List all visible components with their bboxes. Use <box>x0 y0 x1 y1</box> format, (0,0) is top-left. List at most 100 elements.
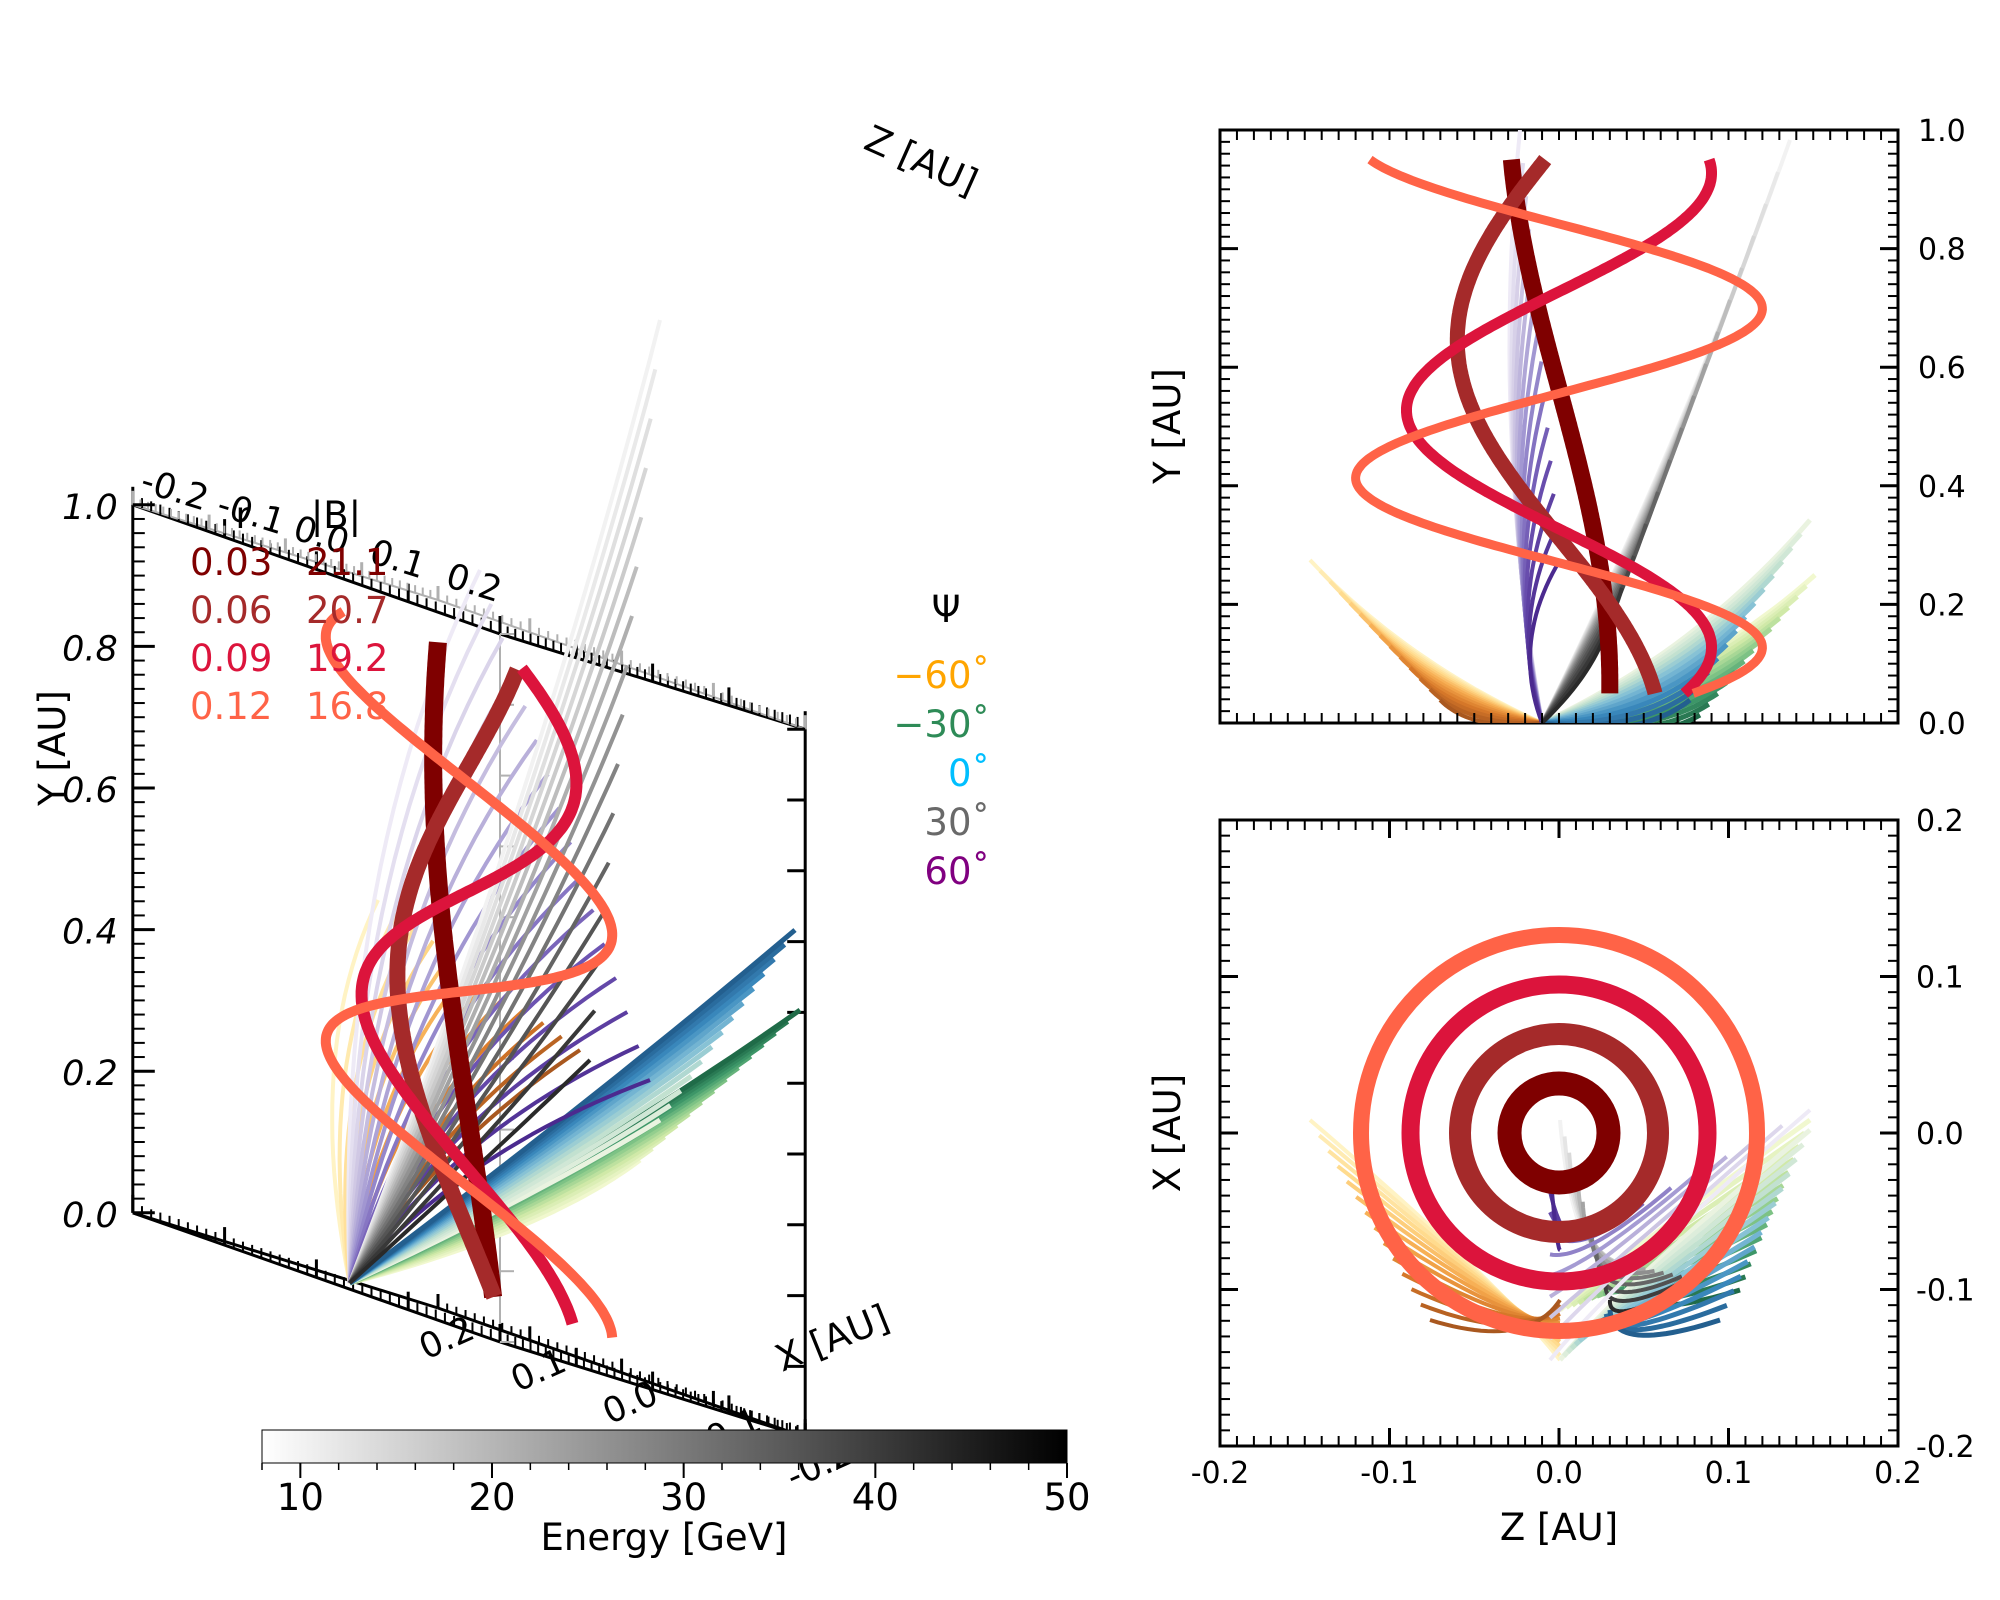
trajectory-zy <box>1542 691 1720 723</box>
helix-ring-zx <box>1449 1023 1669 1243</box>
zx-x-tick-label: 0.1 <box>1705 1456 1753 1491</box>
trajectory-3d <box>347 516 644 1284</box>
colorbar-tick-label: 30 <box>660 1476 707 1519</box>
legend-b-header: |B| <box>311 494 361 537</box>
y-tick-label: 0.6 <box>62 771 118 811</box>
legend-r-3: 0.12 <box>190 685 272 728</box>
zy-axes-frame <box>1218 128 1900 725</box>
zx-y-tick-label: -0.1 <box>1916 1274 1975 1309</box>
radius-field-legend: r |B| 0.03 21.1 0.06 20.7 0.09 19.2 0.12… <box>190 494 388 728</box>
zy-y-tick-label: 0.4 <box>1918 470 1966 505</box>
zx-y-tick-label: 0.1 <box>1916 961 1964 996</box>
x-axis-label: X [AU] <box>769 1296 895 1380</box>
y-tick-label: 0.8 <box>62 629 118 669</box>
zx-y-tick-label: -0.2 <box>1916 1430 1975 1465</box>
trajectory-zy <box>1528 559 1562 723</box>
legend-b-1: 20.7 <box>306 589 388 632</box>
trajectory-3d <box>347 603 494 1284</box>
y-tick-label: 0.2 <box>62 1054 118 1094</box>
zx-y-tick-label: 0.2 <box>1916 804 1964 839</box>
y-tick-label: 0.0 <box>62 1196 118 1236</box>
trajectory-zx <box>1558 1119 1602 1262</box>
zx-x-tick-label: -0.1 <box>1360 1456 1419 1491</box>
y-tick-label: 1.0 <box>62 488 118 528</box>
trajectory-3d <box>348 928 797 1285</box>
trajectory-zx <box>1594 1250 1674 1287</box>
zx-x-tick-label: 0.0 <box>1535 1456 1583 1491</box>
trajectory-zx <box>1549 1170 1701 1278</box>
legend-r-1: 0.06 <box>190 589 272 632</box>
helix-line-3d <box>355 664 583 1327</box>
trajectory-zy <box>1542 684 1701 723</box>
trajectory-3d <box>347 418 653 1284</box>
psi-legend-item: 0˚ <box>948 752 990 795</box>
zx-projection-plot: -0.2 -0.1 0.0 0.1 0.2-0.2-0.10.00.10.2 Z [AU… <box>1146 804 1975 1549</box>
zy-y-tick-label: 0.8 <box>1918 233 1966 268</box>
y-tick-label: 0.4 <box>62 913 118 953</box>
trajectory-zx <box>1549 1186 1673 1257</box>
zx-y-axis-label: X [AU] <box>1146 1074 1189 1192</box>
trajectory-3d <box>347 615 634 1284</box>
zy-axis-ticks: 0.0 0.2 0.4 0.6 0.8 1.0 <box>1219 114 1966 742</box>
psi-legend-item: −30˚ <box>893 703 990 746</box>
colorbar-gradient <box>261 1429 1068 1464</box>
field-line-3d-plot: 0.00.20.40.60.81.0-0.2-0.10.00.10.2-0.2-… <box>31 117 990 1497</box>
helix-ring-zx <box>1497 1071 1621 1195</box>
zy-y-tick-label: 0.6 <box>1918 351 1966 386</box>
trajectory-3d <box>347 566 639 1284</box>
zy-y-tick-label: 1.0 <box>1918 114 1966 149</box>
psi-legend: Ψ −60˚ −30˚ 0˚ 30˚ 60˚ <box>893 588 990 893</box>
helical-field-lines-3d <box>320 607 618 1340</box>
trajectory-3d <box>347 738 539 1284</box>
colorbar-ticks: 10 20 30 40 50 <box>261 1463 1091 1519</box>
zx-axis-ticks: -0.2 -0.1 0.0 0.1 0.2-0.2-0.10.00.10.2 <box>1191 804 1975 1491</box>
psi-legend-item: 60˚ <box>924 850 990 893</box>
z-axis-label: Z [AU] <box>858 117 984 204</box>
zx-x-tick-label: 0.2 <box>1874 1456 1922 1491</box>
trajectory-zx <box>1603 1276 1692 1303</box>
trajectory-3d <box>348 1009 597 1285</box>
trajectory-3d <box>348 960 601 1285</box>
helix-ring-zx <box>1353 927 1765 1339</box>
helix-ring-zx <box>1401 975 1717 1291</box>
legend-b-0: 21.1 <box>306 541 388 584</box>
axis-edge <box>132 1211 439 1310</box>
psi-legend-item: 30˚ <box>924 801 990 844</box>
helix-line-3d <box>320 607 618 1340</box>
zx-x-axis-label: Z [AU] <box>1500 1506 1618 1549</box>
trajectory-3d <box>347 368 658 1284</box>
trajectory-3d <box>347 840 573 1284</box>
helix-line-zy <box>1351 155 1767 698</box>
trajectory-zy <box>1308 558 1543 723</box>
trajectory-zy <box>1318 569 1543 723</box>
zy-projection-plot: 0.0 0.2 0.4 0.6 0.8 1.0 Y [AU] <box>1146 114 1966 742</box>
trajectory-zy <box>1542 702 1711 723</box>
legend-b-3: 16.8 <box>306 685 388 728</box>
trajectory-3d <box>347 664 630 1284</box>
zx-helical-field-lines <box>1353 927 1765 1339</box>
trajectory-3d <box>347 772 550 1284</box>
zy-y-tick-label: 0.2 <box>1918 588 1966 623</box>
legend-r-2: 0.09 <box>190 637 272 680</box>
psi-legend-title: Ψ <box>931 588 960 631</box>
colorbar-tick-label: 40 <box>852 1476 899 1519</box>
y-axis-label: Y [AU] <box>31 690 74 807</box>
trajectory-3d <box>347 812 616 1285</box>
zx-y-tick-label: 0.0 <box>1916 1117 1964 1152</box>
axes-ticks-3d <box>131 486 807 1439</box>
zy-helical-field-lines <box>1351 153 1767 700</box>
trajectory-3d <box>347 763 620 1284</box>
trajectory-zy <box>1438 698 1542 723</box>
colorbar-tick-label: 20 <box>468 1476 515 1519</box>
legend-b-2: 19.2 <box>306 637 388 680</box>
colorbar-label: Energy [GeV] <box>541 1516 788 1559</box>
legend-r-0: 0.03 <box>190 541 272 584</box>
energy-colorbar: 10 20 30 40 50 Energy [GeV] <box>261 1429 1091 1559</box>
z-tick-label: 0.2 <box>441 556 506 611</box>
psi-legend-item: −60˚ <box>893 654 990 697</box>
helix-line-zy <box>1449 154 1663 699</box>
colorbar-tick-label: 50 <box>1043 1476 1090 1519</box>
trajectory-zy <box>1328 580 1543 723</box>
legend-r-header: r <box>235 494 251 537</box>
